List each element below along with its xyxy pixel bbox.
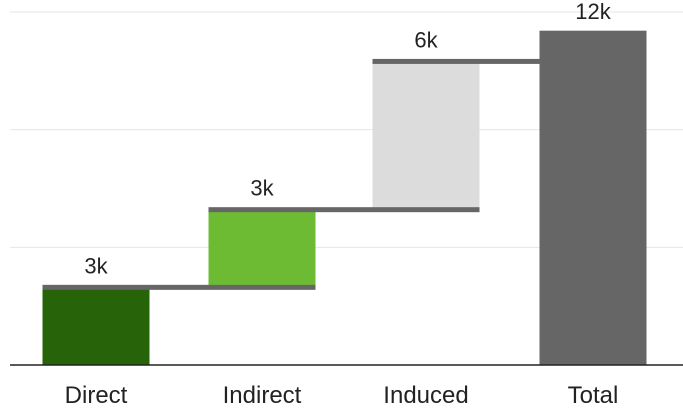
value-label-induced: 6k [414, 27, 438, 52]
bar-total [539, 33, 647, 366]
bars [42, 33, 647, 366]
connector-line [42, 284, 316, 290]
x-tick-label-total: Total [568, 382, 619, 409]
bar-indirect [208, 209, 316, 288]
connector-line [208, 207, 480, 213]
bar-direct [42, 287, 150, 365]
x-tick-label-indirect: Indirect [223, 382, 302, 409]
value-labels: 3k 3k 6k 12k [84, 0, 611, 278]
value-label-total: 12k [575, 0, 611, 24]
connector-line [539, 30, 647, 36]
x-tick-labels: Direct Indirect Induced Total [65, 382, 619, 409]
value-label-direct: 3k [84, 253, 108, 278]
bar-induced [372, 61, 480, 210]
x-tick-label-induced: Induced [383, 382, 468, 409]
value-label-indirect: 3k [250, 176, 274, 201]
connector-line [372, 58, 647, 64]
connectors [42, 30, 647, 290]
x-tick-label-direct: Direct [65, 382, 128, 409]
